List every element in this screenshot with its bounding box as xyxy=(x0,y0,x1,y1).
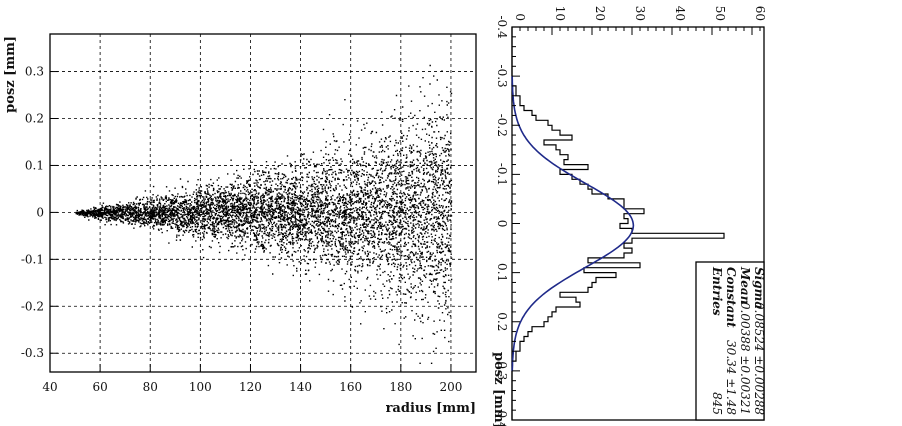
scatter-point-cloud xyxy=(75,64,453,365)
x-tick-label: 120 xyxy=(239,380,262,394)
posz-tick-label: -0.3 xyxy=(495,65,509,88)
x-tick-label: 200 xyxy=(439,380,462,394)
count-tick-label: 40 xyxy=(673,6,687,21)
histogram-bars xyxy=(511,27,725,420)
histogram-posz-axis: -0.4 -0.3 -0.2 -0.1 0 0.1 0.2 0.3 0.4 xyxy=(495,15,520,426)
stats-row-constant: Constant 30.34 ±1.48 xyxy=(724,267,738,415)
posz-tick-label: -0.2 xyxy=(495,114,509,137)
posz-tick-label: -0.4 xyxy=(495,15,509,39)
count-tick-label: 10 xyxy=(553,6,567,21)
count-tick-label: 30 xyxy=(633,6,647,21)
posz-tick-label: 0.2 xyxy=(495,312,509,331)
posz-tick-label: 0.4 xyxy=(495,410,509,426)
posz-tick-label: 0.3 xyxy=(495,361,509,380)
posz-tick-label: -0.1 xyxy=(495,163,509,186)
x-tick-label: 80 xyxy=(143,380,158,394)
x-tick-label: 40 xyxy=(42,380,57,394)
scatter-points xyxy=(75,64,453,365)
histogram-x-axis-title: posz [mm] xyxy=(491,352,506,426)
scatter-y-axis-title: posz [mm] xyxy=(3,36,18,113)
x-tick-label: 180 xyxy=(389,380,412,394)
svg-text:Entries: Entries xyxy=(710,266,724,316)
x-tick-label: 160 xyxy=(339,380,362,394)
count-tick-label: 0 xyxy=(513,13,527,21)
y-tick-label: -0.2 xyxy=(21,299,44,313)
stats-row-entries: Entries 845 xyxy=(710,266,724,415)
posz-tick-label: 0 xyxy=(495,220,509,228)
stats-row-sigma: Sigma 0.08524 ±0.00288 xyxy=(752,267,766,415)
fit-stats-box: Entries 845 Constant 30.34 ±1.48 Mean 0.… xyxy=(695,261,766,421)
svg-text:30.34 ±1.48: 30.34 ±1.48 xyxy=(724,340,738,415)
y-tick-label: 0 xyxy=(36,205,44,219)
svg-text:Sigma: Sigma xyxy=(752,267,766,309)
scatter-x-axis-title: radius [mm] xyxy=(386,401,476,416)
svg-text:845: 845 xyxy=(710,392,724,415)
svg-text:Mean: Mean xyxy=(738,266,752,304)
histogram-chart: -0.4 -0.3 -0.2 -0.1 0 0.1 0.2 0.3 0.4 0 10 20 30 40 5… xyxy=(491,6,767,426)
y-tick-label: 0.1 xyxy=(25,158,44,172)
svg-text:0.00388 ±0.00321: 0.00388 ±0.00321 xyxy=(738,302,752,415)
x-tick-label: 140 xyxy=(289,380,312,394)
scatter-x-axis: 40 60 80 100 120 140 160 180 200 xyxy=(42,364,462,394)
svg-text:0.08524 ±0.00288: 0.08524 ±0.00288 xyxy=(752,302,766,415)
y-tick-label: -0.3 xyxy=(21,346,44,360)
scatter-y-axis: -0.3 -0.2 -0.1 0 0.1 0.2 0.3 xyxy=(21,65,58,360)
y-tick-label: 0.2 xyxy=(25,112,44,126)
count-tick-label: 60 xyxy=(753,6,767,21)
x-tick-label: 60 xyxy=(92,380,107,394)
stats-row-mean: Mean 0.00388 ±0.00321 xyxy=(738,266,752,415)
count-tick-label: 50 xyxy=(713,6,727,21)
posz-tick-label: 0.1 xyxy=(495,263,509,282)
y-tick-label: 0.3 xyxy=(25,65,44,79)
count-tick-label: 20 xyxy=(593,6,607,21)
x-tick-label: 100 xyxy=(189,380,212,394)
y-tick-label: -0.1 xyxy=(21,252,44,266)
scatter-chart: 40 60 80 100 120 140 160 180 200 -0.3 -0.2 -0.1 0 0.… xyxy=(3,33,477,416)
svg-text:Constant: Constant xyxy=(724,267,738,328)
histogram-count-axis: 0 10 20 30 40 50 60 xyxy=(511,6,767,35)
